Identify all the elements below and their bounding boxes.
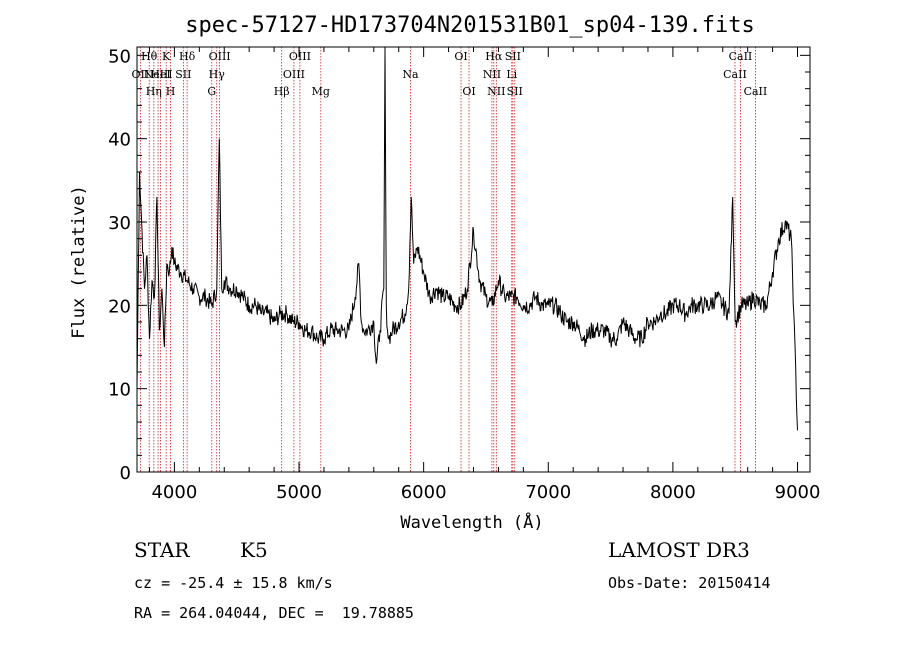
line-label-12: Hβ (274, 85, 290, 98)
line-label-22: Li (506, 68, 517, 81)
line-label-15: Mg (312, 85, 330, 98)
spectral-line-markers (139, 47, 756, 472)
line-label-1: Hθ (141, 50, 158, 63)
line-label-2: Hη (146, 85, 162, 98)
y-tick-label-1: 10 (108, 380, 131, 401)
line-label-11: OIII (209, 50, 231, 63)
line-label-4: HeI (150, 68, 170, 81)
y-tick-label-5: 50 (108, 46, 131, 67)
line-label-3: NeIII (143, 68, 172, 81)
x-tick-label-2: 6000 (401, 482, 447, 503)
line-label-13: OIII (283, 68, 305, 81)
redshift-line: cz = -25.4 ± 15.8 km/s (134, 574, 333, 592)
x-tick-label-1: 5000 (276, 482, 322, 503)
line-label-23: SII (505, 50, 521, 63)
line-label-9: G (207, 85, 216, 98)
y-axis-label: Flux (relative) (69, 185, 89, 339)
spectrum-chart: spec-57127-HD173704N201531B01_sp04-139.f… (69, 13, 821, 533)
chart-title: spec-57127-HD173704N201531B01_sp04-139.f… (185, 13, 755, 38)
x-axis-ticks: 4000 5000 6000 7000 8000 9000 (148, 47, 821, 503)
line-label-6: H (166, 85, 176, 98)
y-tick-label-2: 20 (108, 296, 131, 317)
line-label-26: CaII (729, 50, 753, 63)
line-label-8: Hδ (179, 50, 196, 63)
plot-frame (136, 46, 811, 473)
x-axis-label: Wavelength (Å) (400, 511, 543, 533)
x-tick-label-4: 8000 (650, 482, 696, 503)
y-tick-label-3: 30 (108, 213, 131, 234)
y-tick-label-4: 40 (108, 130, 131, 151)
line-label-18: OI (462, 85, 475, 98)
line-label-24: SII (507, 85, 523, 98)
coordinates-line: RA = 264.04044, DEC = 19.78885 (134, 604, 414, 622)
line-label-21: NII (487, 85, 505, 98)
x-tick-label-5: 9000 (775, 482, 821, 503)
x-tick-label-3: 7000 (525, 482, 571, 503)
x-tick-label-0: 4000 (151, 482, 197, 503)
object-subclass: K5 (240, 538, 268, 562)
line-label-5: K (162, 50, 171, 63)
line-label-16: Na (402, 68, 419, 81)
line-label-25: CaII (723, 68, 747, 81)
y-axis-ticks: 0 10 20 30 40 50 (108, 46, 810, 484)
line-label-17: OI (454, 50, 467, 63)
object-class: STAR (134, 538, 190, 562)
line-label-0: OII (132, 68, 150, 81)
line-label-10: Hγ (209, 68, 226, 81)
survey-name: LAMOST DR3 (608, 538, 750, 562)
line-label-14: OIII (289, 50, 311, 63)
observation-date: Obs-Date: 20150414 (608, 574, 771, 592)
spectrum-line (136, 46, 798, 431)
line-label-7: SII (175, 68, 191, 81)
line-label-19: NII (483, 68, 501, 81)
y-tick-label-0: 0 (120, 463, 131, 484)
line-label-27: CaII (744, 85, 768, 98)
line-label-20: Hα (485, 50, 503, 63)
